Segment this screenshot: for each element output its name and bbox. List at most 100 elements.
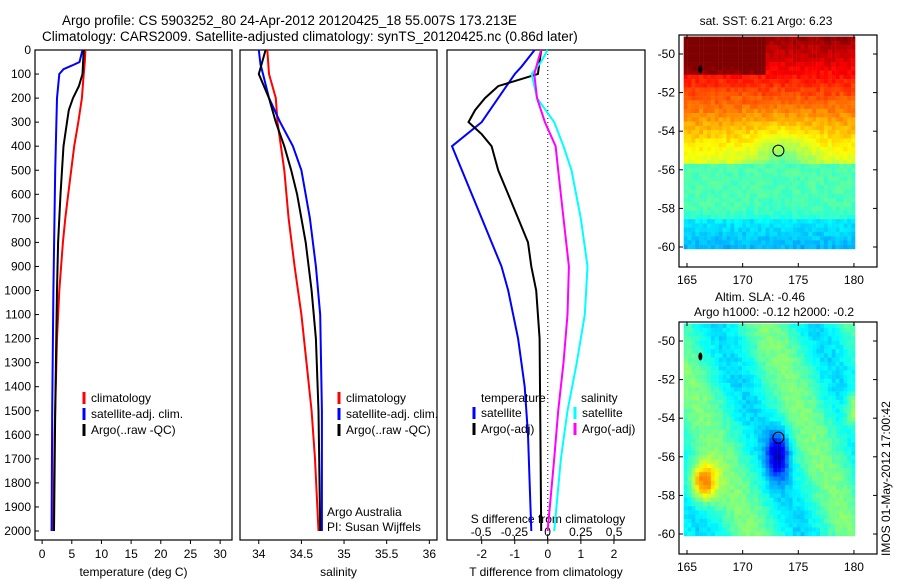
map-cell [699, 442, 704, 447]
map-cell [765, 374, 770, 380]
map-cell [781, 412, 786, 418]
map-cell [784, 151, 789, 156]
map-cell [781, 74, 786, 80]
map-cell [812, 383, 817, 388]
map-cell [820, 151, 825, 156]
map-cell [746, 74, 751, 80]
map-cell [714, 206, 719, 211]
map-cell [742, 459, 747, 464]
map-cell [800, 96, 805, 101]
map-cell [695, 340, 700, 346]
map-cell [831, 202, 836, 207]
map-cell [683, 412, 688, 418]
map-cell [812, 74, 817, 80]
map-cell [734, 121, 739, 126]
map-cell [714, 323, 719, 329]
map-cell [835, 404, 840, 409]
map-cell [742, 434, 747, 439]
map-cell [839, 36, 844, 42]
map-cell [687, 193, 692, 199]
map-cell [823, 523, 828, 528]
map-cell [707, 374, 712, 380]
map-cell [757, 468, 762, 473]
map-cell [749, 446, 754, 452]
map-cell [792, 527, 797, 532]
map-cell [703, 340, 708, 346]
map-cell [835, 332, 840, 337]
map-cell [726, 206, 731, 211]
map-cell [788, 349, 793, 354]
map-cell [804, 66, 809, 71]
map-cell [691, 472, 696, 477]
map-cell [823, 168, 828, 173]
map-cell [847, 130, 852, 135]
map-cell [757, 446, 762, 452]
map-cell [707, 66, 712, 71]
map-cell [683, 45, 688, 50]
map-cell [792, 391, 797, 397]
map-cell [761, 480, 766, 486]
map-cell [730, 442, 735, 447]
map-cell [784, 181, 789, 186]
map-cell [800, 425, 805, 430]
map-cell [823, 434, 828, 439]
map-cell [734, 438, 739, 443]
map-cell [823, 429, 828, 435]
map-cell [742, 527, 747, 532]
map-cell [742, 353, 747, 358]
map-cell [831, 527, 836, 532]
map-cell [742, 395, 747, 401]
map-cell [835, 468, 840, 473]
map-cell [816, 62, 821, 67]
map-cell [827, 53, 832, 59]
map-cell [804, 344, 809, 350]
map-cell [827, 387, 832, 392]
map-cell [695, 231, 700, 237]
map-cell [792, 518, 797, 524]
map-cell [796, 425, 801, 430]
map-cell [800, 172, 805, 177]
map-cell [800, 327, 805, 333]
map-cell [820, 408, 825, 414]
map-cell [683, 387, 688, 392]
map-cell [746, 408, 751, 414]
map-cell [773, 455, 778, 460]
map-cell [742, 181, 747, 186]
map-cell [804, 189, 809, 194]
map-cell [749, 74, 754, 80]
map-cell [691, 446, 696, 452]
map-cell [788, 400, 793, 405]
map-cell [781, 489, 786, 494]
map-cell [753, 518, 758, 524]
map-cell [820, 378, 825, 384]
map-cell [683, 336, 688, 341]
map-cell [769, 74, 774, 80]
map-cell [851, 96, 856, 101]
map-cell [800, 57, 805, 63]
map-cell [820, 523, 825, 528]
map-cell [781, 185, 786, 190]
map-cell [835, 176, 840, 182]
map-cell [843, 510, 848, 515]
map-cell [703, 223, 708, 228]
map-cell [699, 96, 704, 101]
map-cell [749, 514, 754, 520]
map-cell [699, 231, 704, 237]
map-cell [847, 155, 852, 160]
map-cell [816, 480, 821, 486]
map-cell [788, 202, 793, 207]
map-cell [722, 485, 727, 490]
map-cell [823, 446, 828, 452]
map-cell [757, 476, 762, 481]
map-cell [788, 506, 793, 511]
map-cell [769, 442, 774, 447]
x-tick-label: 30 [213, 547, 227, 561]
map-cell [699, 159, 704, 165]
map-cell [691, 176, 696, 182]
map-cell [831, 421, 836, 426]
map-cell [773, 472, 778, 477]
map-cell [808, 468, 813, 473]
map-cell [742, 485, 747, 490]
map-cell [738, 468, 743, 473]
map-cell [757, 193, 762, 199]
